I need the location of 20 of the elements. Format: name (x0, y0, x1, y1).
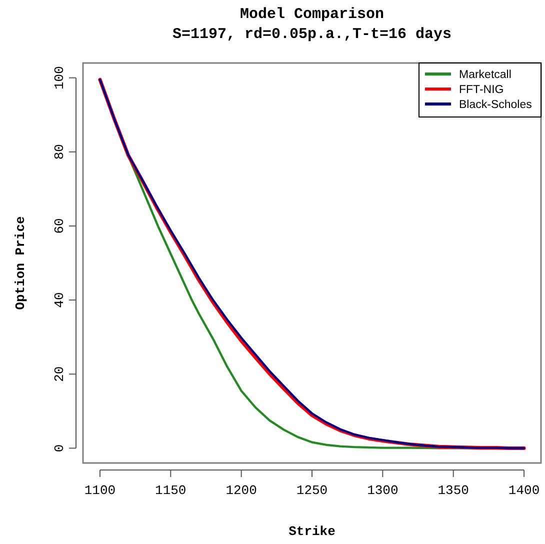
y-tick-label: 40 (52, 292, 67, 308)
x-tick-label: 1250 (296, 483, 328, 498)
x-tick-label: 1150 (155, 483, 186, 498)
x-tick-label: 1350 (438, 483, 469, 498)
y-tick-label: 100 (52, 66, 67, 90)
chart-subtitle: S=1197, rd=0.05p.a.,T-t=16 days (172, 26, 452, 43)
x-tick-label: 1200 (226, 483, 257, 498)
legend-label: Black-Scholes (459, 99, 532, 111)
x-tick-label: 1400 (508, 483, 540, 498)
y-tick-label: 80 (52, 144, 67, 160)
x-axis-title: Strike (288, 524, 336, 539)
x-tick-label: 1100 (84, 483, 116, 498)
y-axis-title: Option Price (13, 216, 28, 310)
y-tick-label: 60 (52, 218, 67, 234)
y-tick-label: 20 (52, 366, 67, 382)
y-tick-label: 0 (52, 444, 67, 452)
x-tick-label: 1300 (367, 483, 398, 498)
legend-label: FFT-NIG (459, 84, 504, 96)
chart-title: Model Comparison (240, 6, 384, 23)
legend-label: Marketcall (459, 69, 512, 81)
